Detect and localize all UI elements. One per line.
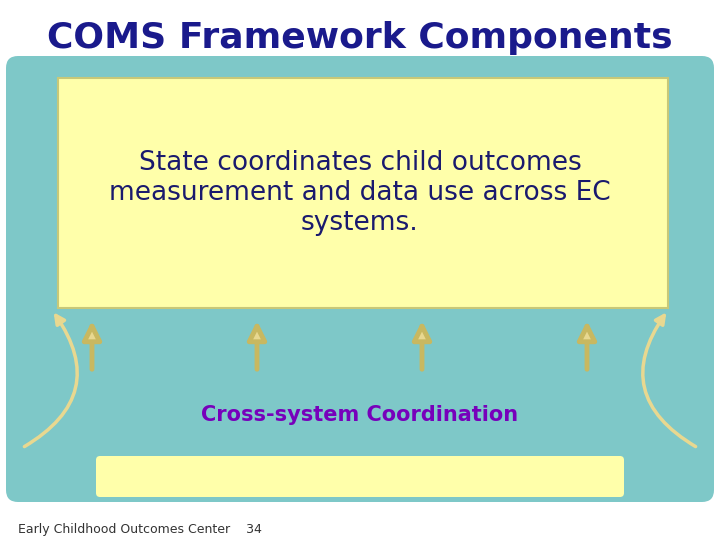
FancyBboxPatch shape xyxy=(96,456,624,497)
FancyBboxPatch shape xyxy=(183,68,331,310)
Text: COMS Framework Components: COMS Framework Components xyxy=(48,21,672,55)
FancyBboxPatch shape xyxy=(6,56,714,502)
FancyBboxPatch shape xyxy=(18,68,166,310)
Text: Cross-system Coordination: Cross-system Coordination xyxy=(202,405,518,425)
FancyArrowPatch shape xyxy=(24,315,77,447)
FancyBboxPatch shape xyxy=(348,68,496,310)
FancyBboxPatch shape xyxy=(513,68,661,310)
Text: Early Childhood Outcomes Center    34: Early Childhood Outcomes Center 34 xyxy=(18,523,262,537)
FancyBboxPatch shape xyxy=(58,78,668,308)
Text: State coordinates child outcomes
measurement and data use across EC
systems.: State coordinates child outcomes measure… xyxy=(109,150,611,236)
FancyArrowPatch shape xyxy=(643,315,696,447)
FancyBboxPatch shape xyxy=(18,368,702,462)
